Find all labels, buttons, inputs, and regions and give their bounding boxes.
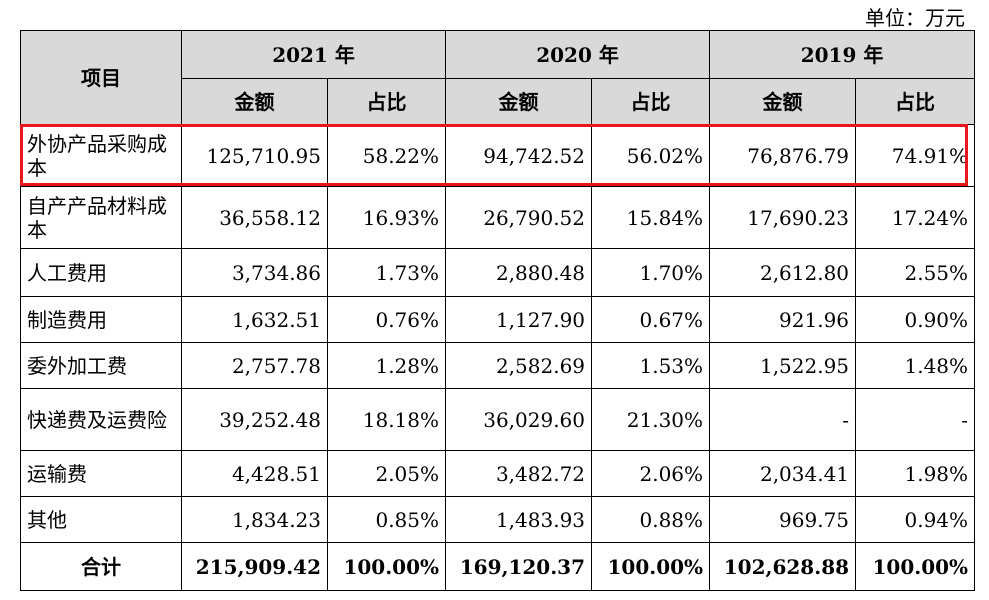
cell-amount-2019: 1,522.95 (709, 342, 857, 389)
cell-amount-2020: 26,790.52 (445, 186, 593, 249)
cell-amount-2020: 94,742.52 (445, 124, 593, 187)
cell-amount-2021: 1,834.23 (181, 496, 328, 543)
cell-amount-2019: 2,034.41 (709, 450, 857, 497)
total-amount-2021: 215,909.42 (181, 542, 328, 591)
header-ratio: 占比 (591, 78, 711, 125)
total-amount-2020: 169,120.37 (445, 542, 593, 591)
cell-ratio-2021: 0.76% (326, 296, 447, 343)
cell-ratio-2019: 0.94% (855, 496, 976, 543)
cell-ratio-2020: 1.53% (591, 342, 711, 389)
cell-amount-2019: 2,612.80 (709, 248, 857, 297)
cell-ratio-2021: 0.85% (326, 496, 447, 543)
cell-amount-2020: 2,582.69 (445, 342, 593, 389)
row-label: 制造费用 (20, 296, 182, 343)
cell-amount-2021: 4,428.51 (181, 450, 328, 497)
cell-ratio-2021: 2.05% (326, 450, 447, 497)
row-label: 人工费用 (20, 248, 182, 297)
cell-amount-2019: 921.96 (709, 296, 857, 343)
cell-ratio-2019: 17.24% (855, 186, 976, 249)
cell-amount-2020: 2,880.48 (445, 248, 593, 297)
cell-ratio-2021: 16.93% (326, 186, 447, 249)
cell-ratio-2019: 0.90% (855, 296, 976, 343)
table-row: 制造费用 1,632.51 0.76% 1,127.90 0.67% 921.9… (20, 296, 976, 343)
cell-amount-2021: 36,558.12 (181, 186, 328, 249)
header-year-2021: 2021 年 (180, 30, 447, 79)
cell-ratio-2021: 18.18% (326, 388, 447, 451)
header-amount: 金额 (181, 78, 328, 125)
cell-ratio-2019: 1.48% (855, 342, 976, 389)
cell-amount-2020: 36,029.60 (445, 388, 593, 451)
cell-amount-2020: 3,482.72 (445, 450, 593, 497)
row-label: 运输费 (20, 450, 182, 497)
cell-amount-2021: 3,734.86 (181, 248, 328, 297)
cell-ratio-2019: 1.98% (855, 450, 976, 497)
cell-amount-2021: 1,632.51 (181, 296, 328, 343)
table-row: 其他 1,834.23 0.85% 1,483.93 0.88% 969.75 … (20, 496, 976, 543)
table-row: 人工费用 3,734.86 1.73% 2,880.48 1.70% 2,612… (20, 248, 976, 297)
table-row: 委外加工费 2,757.78 1.28% 2,582.69 1.53% 1,52… (20, 342, 976, 389)
cell-amount-2021: 39,252.48 (181, 388, 328, 451)
header-year-2019: 2019 年 (709, 30, 976, 79)
cell-ratio-2020: 56.02% (591, 124, 711, 187)
cell-amount-2019: - (709, 388, 857, 451)
total-row: 合计 215,909.42 100.00% 169,120.37 100.00%… (20, 542, 976, 591)
header-ratio: 占比 (855, 78, 976, 125)
cell-ratio-2019: - (855, 388, 976, 451)
cell-ratio-2021: 1.73% (326, 248, 447, 297)
cell-ratio-2019: 74.91% (855, 124, 976, 187)
cell-amount-2021: 125,710.95 (181, 124, 328, 187)
cell-amount-2020: 1,483.93 (445, 496, 593, 543)
cell-amount-2021: 2,757.78 (181, 342, 328, 389)
cost-table: 项目 2021 年 2020 年 2019 年 金额 占比 金额 占比 金额 占… (20, 30, 976, 591)
header-amount: 金额 (709, 78, 857, 125)
header-ratio: 占比 (326, 78, 447, 125)
table-row: 运输费 4,428.51 2.05% 3,482.72 2.06% 2,034.… (20, 450, 976, 497)
total-ratio-2021: 100.00% (326, 542, 447, 591)
cell-amount-2019: 17,690.23 (709, 186, 857, 249)
header-year-2020: 2020 年 (445, 30, 711, 79)
cell-ratio-2019: 2.55% (855, 248, 976, 297)
cell-ratio-2020: 0.67% (591, 296, 711, 343)
total-label: 合计 (20, 542, 182, 591)
row-label: 委外加工费 (20, 342, 182, 389)
unit-label: 单位：万元 (865, 6, 965, 30)
table-row: 快递费及运费险 39,252.48 18.18% 36,029.60 21.30… (20, 388, 976, 451)
cell-ratio-2020: 2.06% (591, 450, 711, 497)
cell-ratio-2021: 58.22% (326, 124, 447, 187)
header-amount: 金额 (445, 78, 593, 125)
table-row: 自产产品材料成本 36,558.12 16.93% 26,790.52 15.8… (20, 186, 976, 249)
cell-amount-2019: 969.75 (709, 496, 857, 543)
total-amount-2019: 102,628.88 (709, 542, 857, 591)
total-ratio-2020: 100.00% (591, 542, 711, 591)
cell-ratio-2020: 21.30% (591, 388, 711, 451)
table-row: 外协产品采购成本 125,710.95 58.22% 94,742.52 56.… (20, 124, 976, 187)
cell-amount-2019: 76,876.79 (709, 124, 857, 187)
cell-ratio-2020: 1.70% (591, 248, 711, 297)
cell-ratio-2021: 1.28% (326, 342, 447, 389)
row-label: 自产产品材料成本 (20, 186, 182, 249)
header-item: 项目 (20, 30, 182, 125)
row-label: 外协产品采购成本 (20, 124, 182, 187)
cell-ratio-2020: 15.84% (591, 186, 711, 249)
row-label: 其他 (20, 496, 182, 543)
cell-amount-2020: 1,127.90 (445, 296, 593, 343)
cell-ratio-2020: 0.88% (591, 496, 711, 543)
total-ratio-2019: 100.00% (855, 542, 976, 591)
row-label: 快递费及运费险 (20, 388, 182, 451)
